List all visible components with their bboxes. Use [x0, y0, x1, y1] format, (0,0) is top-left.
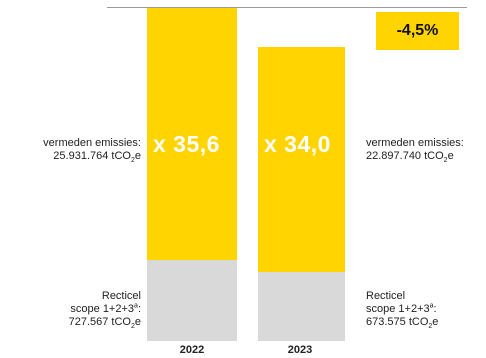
scope-label-2022: Recticel scope 1+2+3a: 727.567 tCO2e: [1, 290, 141, 331]
scope-label-2023: Recticel scope 1+2+3a: 673.575 tCO2e: [366, 290, 484, 331]
bar-2022-recticel-scope: [147, 260, 237, 341]
avoided-label-2023: vermeden emissies: 22.897.740 tCO2e: [366, 137, 484, 165]
scope-line2-2023: scope 1+2+3a:: [366, 302, 437, 315]
scope-line1-2023: Recticel: [366, 290, 406, 302]
year-label-2023: 2023: [287, 344, 313, 356]
avoided-prefix-2022: vermeden emissies:: [43, 137, 141, 149]
scope-value-2022: 727.567 tCO2e: [68, 316, 141, 331]
scope-line2-2022: scope 1+2+3a:: [70, 302, 141, 315]
change-badge: -4,5%: [376, 12, 459, 50]
bar-2022-avoided-emissions: [147, 8, 237, 260]
avoided-value-2022: 25.931.764 tCO2e: [53, 150, 141, 165]
top-gridline: [107, 7, 467, 8]
year-label-2022: 2022: [179, 344, 205, 356]
bar-2023-avoided-emissions: [258, 46, 345, 272]
scope-line1-2022: Recticel: [101, 290, 141, 302]
scope-value-2023: 673.575 tCO2e: [366, 316, 439, 331]
bar-2023-recticel-scope: [258, 272, 345, 341]
avoided-value-2023: 22.897.740 tCO2e: [366, 150, 454, 165]
avoided-label-2022: vermeden emissies: 25.931.764 tCO2e: [1, 137, 141, 165]
avoided-prefix-2023: vermeden emissies:: [366, 137, 464, 149]
multiplier-2022: x 35,6: [153, 131, 220, 157]
multiplier-2023: x 34,0: [264, 131, 331, 157]
